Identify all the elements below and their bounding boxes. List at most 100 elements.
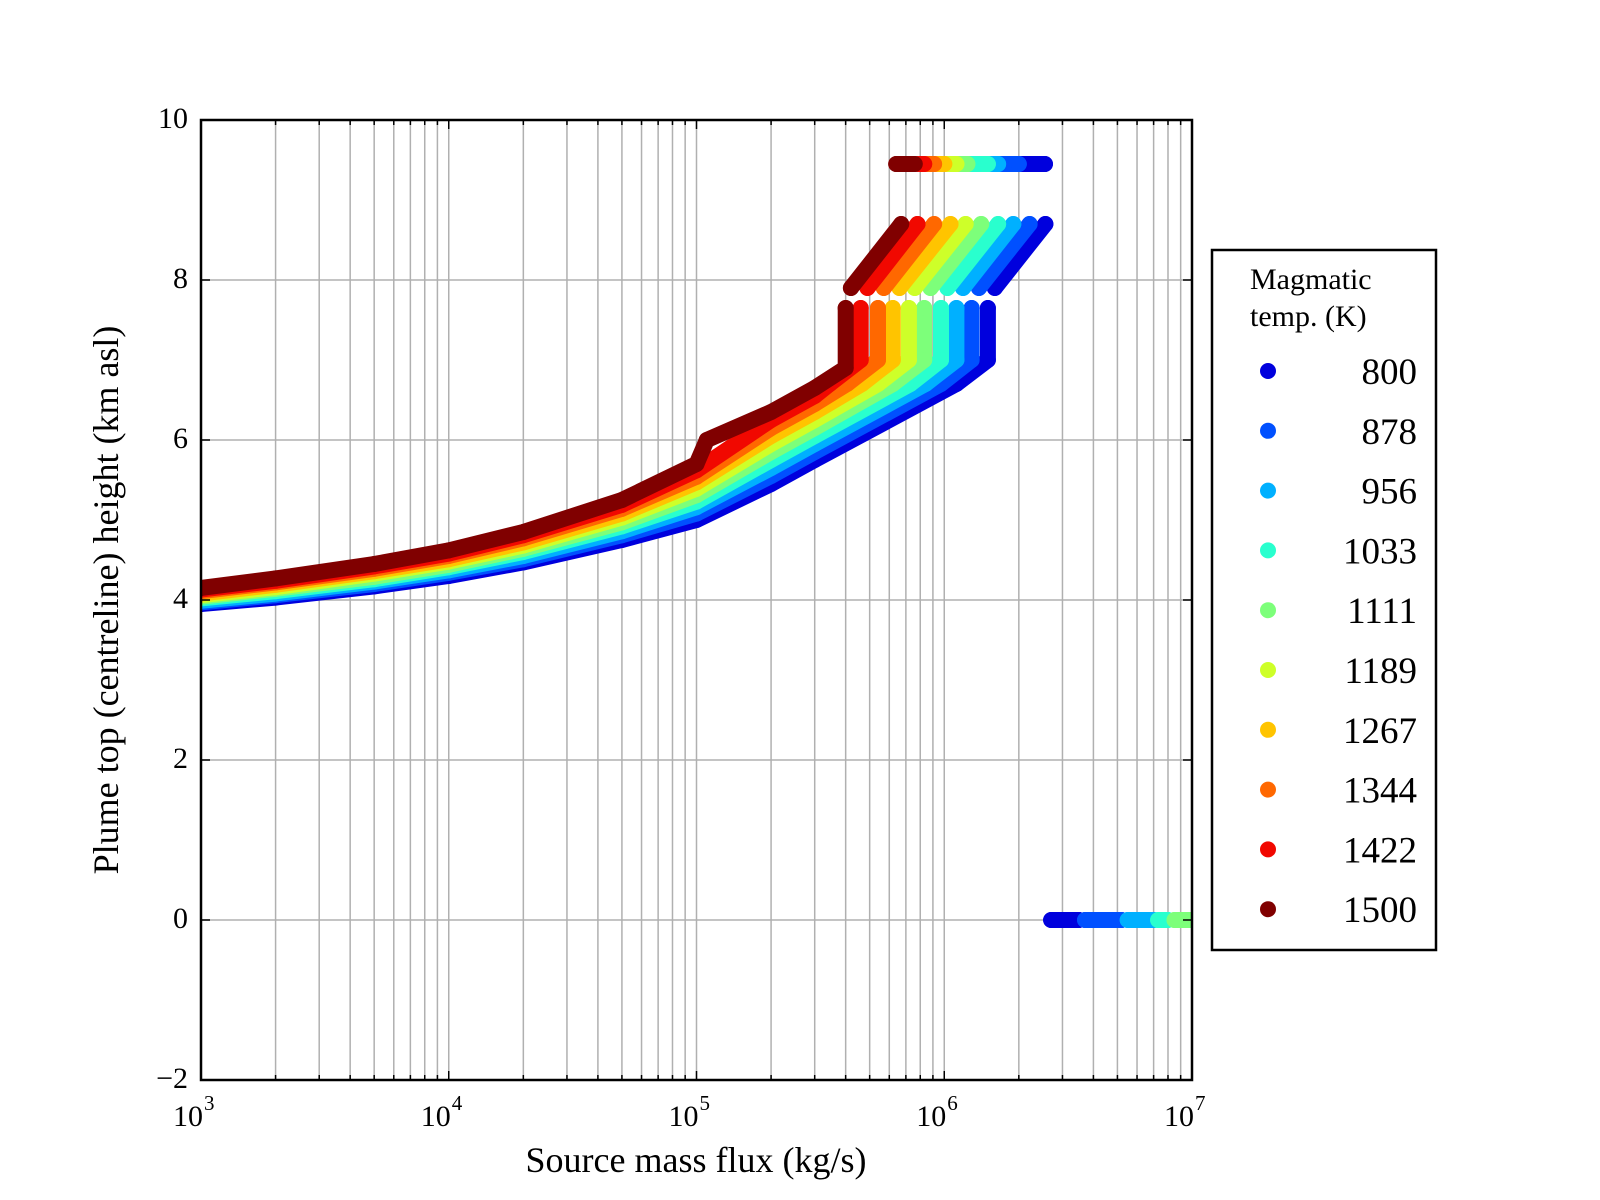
data-point-1033: [932, 300, 949, 316]
data-point-1500: [366, 556, 383, 572]
data-point-1500: [893, 216, 910, 232]
legend-label: 1500: [1343, 890, 1417, 931]
series-band-1344: [875, 216, 943, 296]
legend-entry-1344: 1344: [1260, 771, 1417, 812]
data-point-1500: [842, 280, 859, 296]
legend-entry-1033: 1033: [1260, 531, 1417, 572]
data-point-1422: [909, 216, 926, 232]
legend-entry-1500: 1500: [1260, 890, 1417, 931]
x-tick-exponent: 5: [700, 1091, 711, 1115]
series-band-878: [970, 216, 1038, 296]
y-tick-label: 10: [158, 102, 188, 135]
data-point-1344: [926, 216, 943, 232]
data-point-1267: [884, 352, 901, 368]
data-point-1422: [852, 300, 869, 316]
tick-marks: [200, 119, 1193, 1081]
data-point-1500: [763, 404, 780, 420]
legend-marker: [1260, 662, 1276, 678]
data-point-878: [1010, 156, 1027, 172]
data-point-1111: [959, 156, 976, 172]
data-point-1033: [932, 352, 949, 368]
data-point-1500: [515, 524, 532, 540]
legend-label: 1033: [1343, 531, 1417, 572]
data-point-878: [963, 300, 980, 316]
series-878: [201, 156, 1130, 928]
x-tick-labels: 10 3 10 4 10 5 10 6 10 7: [173, 1091, 1206, 1133]
x-tick-base: 10: [173, 1100, 203, 1133]
data-point-800: [1043, 912, 1060, 928]
legend-marker: [1260, 482, 1276, 499]
x-tick-exponent: 4: [452, 1091, 463, 1115]
data-point-1111: [916, 352, 933, 368]
legend-label: 1422: [1343, 830, 1417, 871]
y-axis-label: Plume top (centreline) height (km asl): [86, 326, 126, 875]
legend-entry-1111: 1111: [1260, 591, 1417, 632]
data-point-1500: [837, 360, 854, 376]
data-point-956: [1119, 912, 1136, 928]
legend-marker: [1260, 363, 1276, 379]
series-band-1422: [859, 216, 926, 296]
series-band-1500: [842, 216, 910, 296]
legend-title-line2: temp. (K): [1250, 300, 1367, 333]
legend-entry-1267: 1267: [1260, 711, 1417, 752]
series-band-956: [955, 216, 1022, 296]
x-tick-exponent: 3: [204, 1091, 215, 1115]
data-point-878: [1077, 912, 1094, 928]
y-tick-label: 4: [173, 582, 188, 615]
data-point-1189: [948, 156, 965, 172]
data-point-800: [1037, 216, 1054, 232]
series-band-1033: [939, 216, 1007, 296]
data-point-1500: [698, 432, 715, 448]
legend-box: [1210, 248, 1438, 952]
data-point-800: [979, 300, 996, 316]
data-point-1111: [1166, 912, 1183, 928]
y-tick-label: −2: [156, 1062, 188, 1095]
data-point-1111: [973, 216, 990, 232]
data-point-1189: [900, 352, 917, 368]
legend-label: 1189: [1344, 651, 1417, 692]
data-point-1500: [688, 456, 705, 472]
legend-label: 1111: [1347, 591, 1417, 632]
legend-marker: [1260, 422, 1276, 439]
data-point-1500: [837, 300, 854, 316]
legend-marker: [1260, 901, 1276, 918]
legend-marker: [1260, 841, 1276, 858]
data-point-1267: [884, 300, 901, 316]
data-point-800: [979, 352, 996, 368]
data-point-1344: [869, 352, 886, 368]
legend-entry-1189: 1189: [1260, 651, 1417, 692]
legend-label: 878: [1362, 412, 1418, 453]
data-point-1500: [440, 542, 457, 559]
legend-entry-1422: 1422: [1260, 830, 1417, 871]
legend-label: 1267: [1343, 711, 1417, 752]
legend-label: 800: [1362, 352, 1418, 393]
data-point-1189: [957, 216, 974, 232]
legend: Magmatic temp. (K) 800 878 956 1033 1111 1189…: [1210, 248, 1438, 952]
data-point-1267: [942, 216, 959, 232]
data-point-956: [1005, 216, 1022, 232]
legend-title-line1: Magmatic: [1250, 263, 1372, 296]
x-tick-exponent: 6: [947, 1091, 958, 1115]
data-point-1500: [201, 580, 209, 596]
data-point-1500: [888, 156, 905, 172]
data-point-878: [1021, 216, 1038, 232]
x-tick-exponent: 7: [1195, 1091, 1206, 1115]
series-band-800: [986, 216, 1054, 296]
data-point-1500: [806, 380, 823, 396]
legend-entry-956: 956: [1260, 472, 1417, 513]
data-point-956: [948, 300, 965, 316]
grid-lines: [200, 119, 1193, 1081]
data-point-1500: [906, 156, 923, 172]
data-point-956: [948, 352, 965, 368]
y-tick-label: 2: [173, 742, 188, 775]
legend-label: 1344: [1343, 771, 1417, 812]
data-point-878: [963, 352, 980, 368]
data-point-1111: [916, 300, 933, 316]
x-tick-base: 10: [421, 1100, 451, 1133]
series-band-1189: [906, 216, 974, 296]
legend-marker: [1260, 781, 1276, 798]
data-point-1033: [979, 156, 996, 172]
x-axis-label: Source mass flux (kg/s): [526, 1140, 867, 1180]
data-point-1500: [613, 492, 630, 508]
